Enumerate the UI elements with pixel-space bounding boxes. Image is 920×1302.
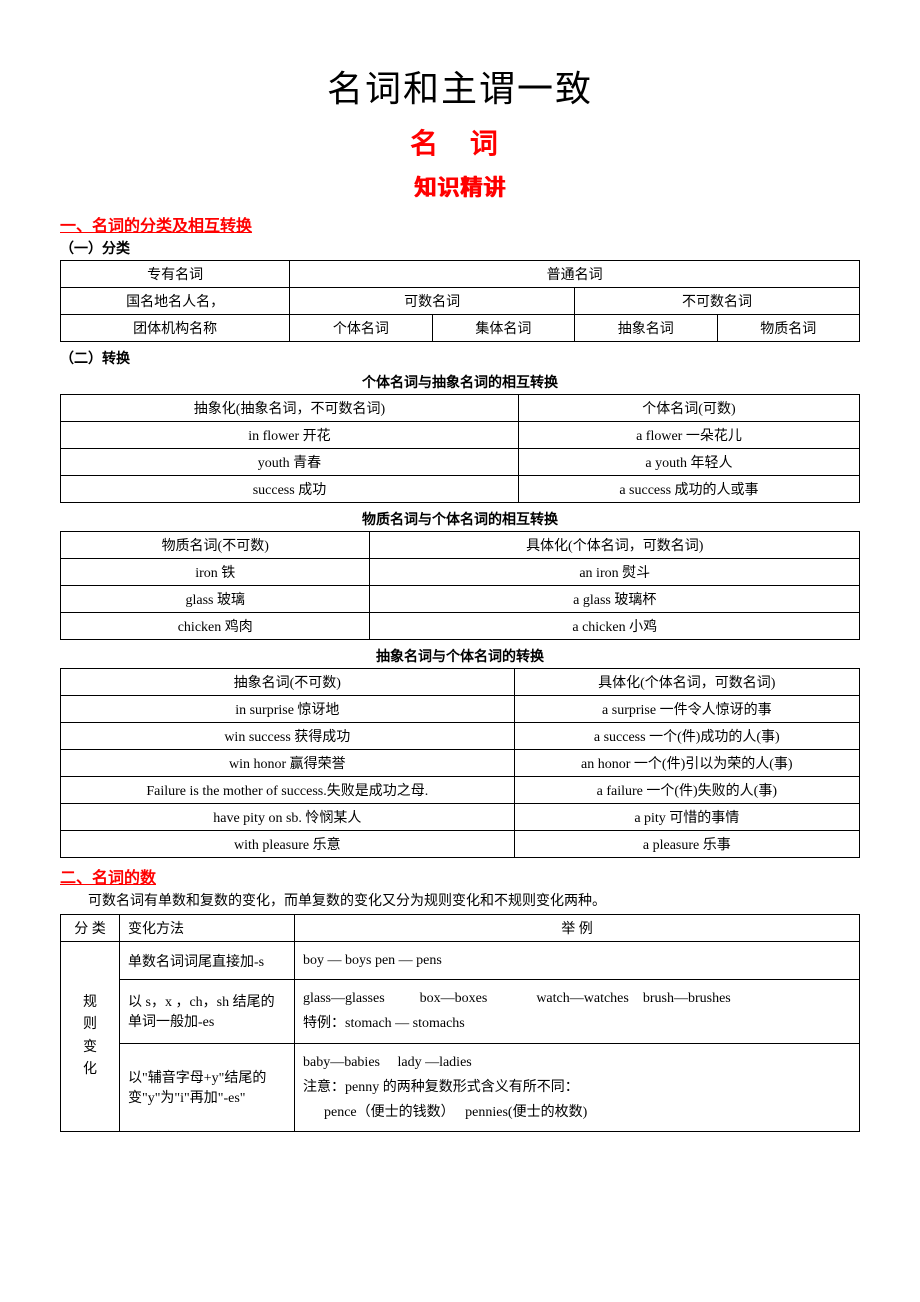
cell: a chicken 小鸡 [370,613,860,640]
cell: baby—babies lady —ladies注意：penny 的两种复数形式… [295,1043,860,1132]
cell: 以 s，x ，ch，sh 结尾的单词一般加-es [120,980,295,1043]
classification-table: 专有名词 普通名词 国名地名人名， 可数名词 不可数名词 团体机构名称 个体名词… [60,260,860,342]
cell: 具体化(个体名词，可数名词) [514,669,859,696]
cell: glass 玻璃 [61,586,370,613]
main-title: 名词和主谓一致 [60,60,860,112]
section2-intro: 可数名词有单数和复数的变化，而单复数的变化又分为规则变化和不规则变化两种。 [60,890,860,910]
section2-heading: 二、名词的数 [60,864,860,888]
cell: 抽象名词(不可数) [61,669,515,696]
cell: 抽象名词 [575,315,717,342]
section1-heading: 一、名词的分类及相互转换 [60,212,860,236]
category-cell: 规 则 变 化 [61,942,120,1132]
cell: 举 例 [295,915,860,942]
section1-sub1: （一）分类 [60,238,860,258]
cell: 不可数名词 [575,288,860,315]
cell: a pleasure 乐事 [514,831,859,858]
cell: 集体名词 [432,315,574,342]
category-char: 化 [83,1062,97,1077]
cell: in flower 开花 [61,422,519,449]
cell: success 成功 [61,476,519,503]
cell: a youth 年轻人 [518,449,859,476]
cell: 抽象化(抽象名词，不可数名词) [61,395,519,422]
table4-caption: 抽象名词与个体名词的转换 [60,646,860,666]
cell: 分 类 [61,915,120,942]
cell: 个体名词(可数) [518,395,859,422]
cell: 专有名词 [61,261,290,288]
conversion-table-1: 抽象化(抽象名词，不可数名词) 个体名词(可数) in flower 开花 a … [60,394,860,503]
cell: an honor 一个(件)引以为荣的人(事) [514,750,859,777]
cell: boy — boys pen — pens [295,942,860,980]
cell: 物质名词(不可数) [61,532,370,559]
category-char: 规 [83,995,97,1010]
cell: a flower 一朵花儿 [518,422,859,449]
cell: glass—glasses box—boxes watch—watches br… [295,980,860,1043]
table3-caption: 物质名词与个体名词的相互转换 [60,509,860,529]
cell: with pleasure 乐意 [61,831,515,858]
cell: 单数名词词尾直接加-s [120,942,295,980]
cell: have pity on sb. 怜悯某人 [61,804,515,831]
cell: 以"辅音字母+y"结尾的变"y"为"i"再加"-es" [120,1043,295,1132]
cell: a failure 一个(件)失败的人(事) [514,777,859,804]
conversion-table-3: 抽象名词(不可数) 具体化(个体名词，可数名词) in surprise 惊讶地… [60,668,860,858]
cell: a success 成功的人或事 [518,476,859,503]
cell: win success 获得成功 [61,723,515,750]
table2-caption: 个体名词与抽象名词的相互转换 [60,372,860,392]
cell: a glass 玻璃杯 [370,586,860,613]
cell: an iron 熨斗 [370,559,860,586]
section1-sub2: （二）转换 [60,348,860,368]
cell: 团体机构名称 [61,315,290,342]
cell: chicken 鸡肉 [61,613,370,640]
subject-title: 名 词 [60,122,860,162]
cell: 可数名词 [290,288,575,315]
knowledge-title: 知识精讲 [60,170,860,202]
cell: Failure is the mother of success.失败是成功之母… [61,777,515,804]
cell: 变化方法 [120,915,295,942]
category-char: 则 [83,1017,97,1032]
cell: win honor 赢得荣誉 [61,750,515,777]
cell: a surprise 一件令人惊讶的事 [514,696,859,723]
cell: 普通名词 [290,261,860,288]
plural-rules-table: 分 类 变化方法 举 例 规 则 变 化 单数名词词尾直接加-s boy — b… [60,914,860,1132]
cell: a pity 可惜的事情 [514,804,859,831]
cell: youth 青春 [61,449,519,476]
cell: in surprise 惊讶地 [61,696,515,723]
cell: 个体名词 [290,315,432,342]
cell: 国名地名人名， [61,288,290,315]
category-char: 变 [83,1040,97,1055]
cell: 具体化(个体名词，可数名词) [370,532,860,559]
conversion-table-2: 物质名词(不可数) 具体化(个体名词，可数名词) iron 铁 an iron … [60,531,860,640]
cell: a success 一个(件)成功的人(事) [514,723,859,750]
cell: iron 铁 [61,559,370,586]
cell: 物质名词 [717,315,859,342]
